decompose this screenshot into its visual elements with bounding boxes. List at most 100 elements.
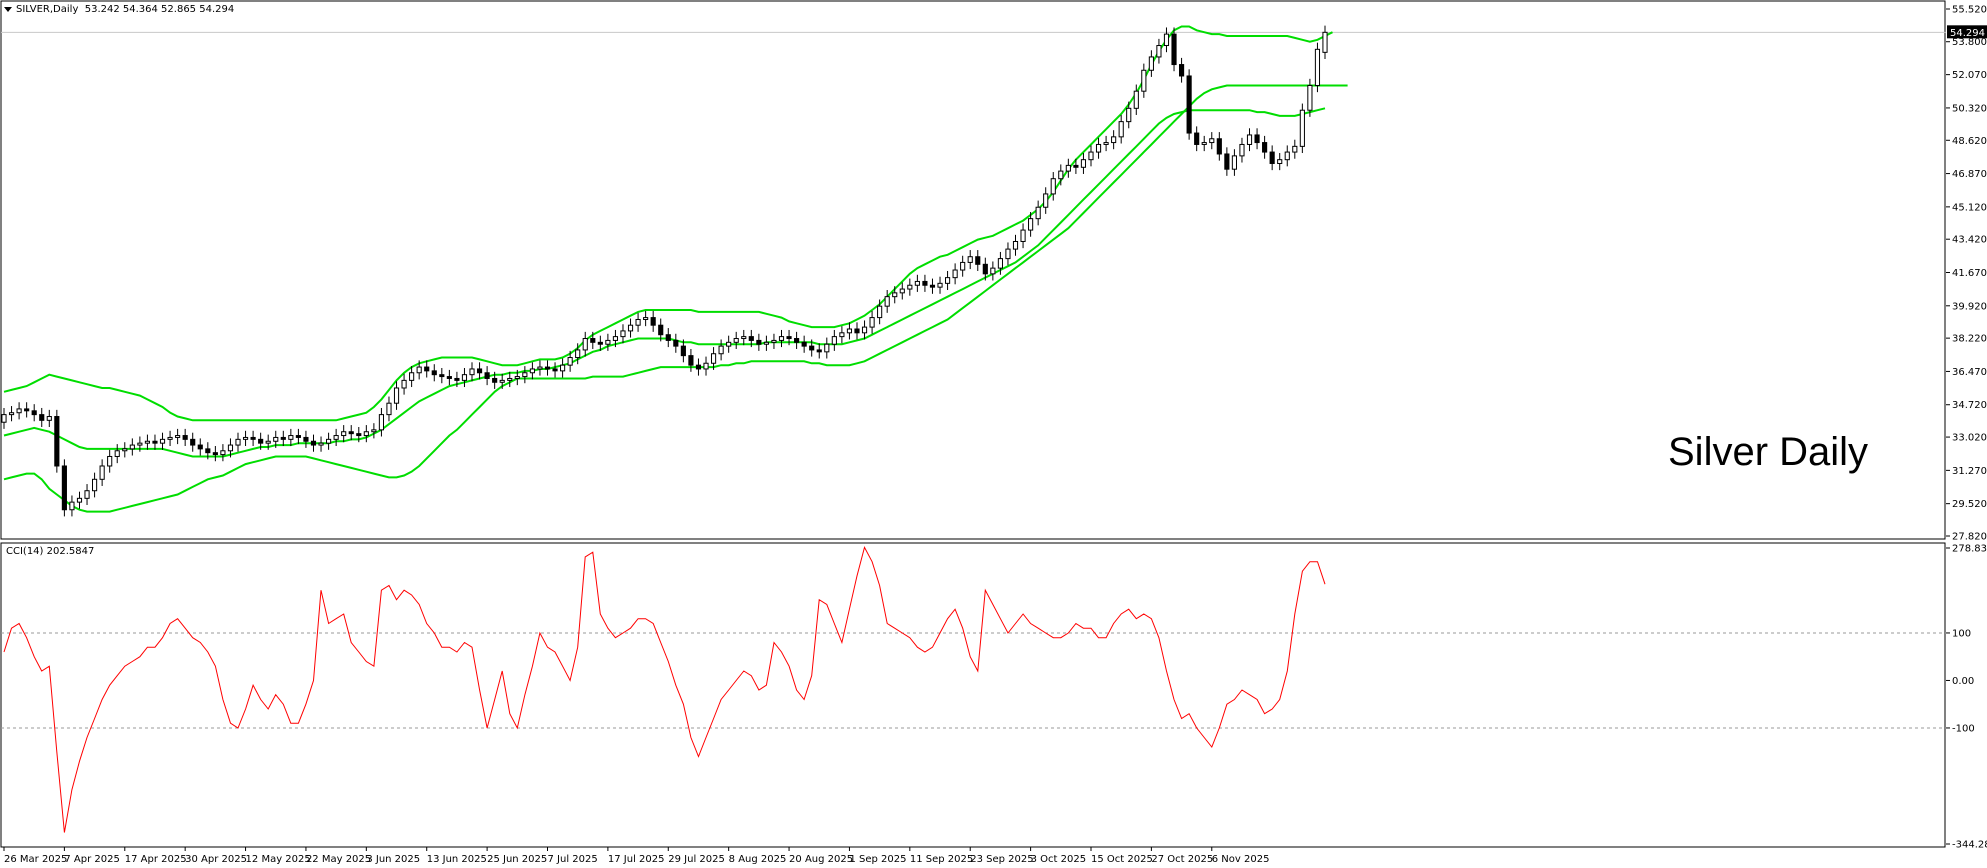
candle-body (182, 435, 188, 440)
candle-body (1224, 153, 1230, 170)
cci-tick-label: -344.283 (1952, 840, 1987, 851)
time-tick-label: 3 Jun 2025 (366, 854, 420, 865)
candle-body (1171, 33, 1177, 66)
candle-body (794, 338, 800, 343)
candle-body (1043, 193, 1049, 208)
grid-layer (1, 31, 1946, 729)
time-tick-label: 12 May 2025 (246, 854, 311, 865)
candle-body (378, 414, 385, 431)
candle-body (439, 374, 445, 378)
candle-body (763, 341, 769, 345)
candle-body (333, 435, 339, 440)
candle-body (1005, 248, 1011, 260)
price-tick-label: 53.800 (1952, 37, 1987, 48)
price-tick-label: 55.520 (1952, 5, 1987, 16)
candle-body (1111, 136, 1117, 144)
price-tick-label: 45.120 (1952, 202, 1987, 213)
cci-axis[interactable]: 278.8385 100 0.00 -100 -344.283 (1946, 544, 1987, 851)
time-tick-label: 13 Jun 2025 (427, 854, 487, 865)
time-tick-label: 25 Jun 2025 (487, 854, 547, 865)
candle-body (786, 336, 792, 340)
candle-body (1020, 229, 1026, 242)
candle-body (371, 429, 377, 433)
candle-body (1163, 33, 1170, 47)
candle-body (884, 296, 890, 307)
candle-body (658, 324, 664, 336)
candle-body (688, 355, 694, 366)
candle-body (92, 478, 98, 492)
candle-body (1126, 107, 1132, 123)
price-tick-label: 41.670 (1952, 268, 1987, 279)
candle-body (1179, 64, 1185, 77)
price-tick-label: 29.520 (1952, 499, 1987, 510)
candle-body (529, 368, 535, 374)
candle-body (326, 438, 332, 444)
candle-body (258, 438, 264, 444)
candle-body (46, 416, 52, 421)
candle-body (1, 414, 7, 423)
candle-body (1133, 90, 1139, 109)
candle-body (69, 501, 75, 511)
candle-body (726, 341, 732, 347)
candle-body (537, 366, 543, 370)
candle-body (107, 455, 113, 467)
candle-body (869, 317, 875, 328)
time-tick-label: 7 Jul 2025 (547, 854, 597, 865)
candle-body (492, 377, 498, 383)
candle-body (303, 436, 309, 442)
cci-tick-label: -100 (1952, 723, 1975, 734)
candle-body (122, 448, 128, 452)
candle-body (1201, 142, 1207, 145)
candle-body (922, 280, 928, 286)
chart-header: SILVER,Daily 53.242 54.364 52.865 54.294 (4, 4, 234, 15)
time-tick-label: 20 Aug 2025 (789, 854, 853, 865)
candle-body (710, 353, 717, 364)
candle-body (167, 436, 173, 440)
chart-menu-triangle-icon[interactable] (4, 6, 12, 12)
candle-body (242, 436, 249, 440)
candle-body (386, 402, 392, 416)
candle-body (831, 336, 837, 345)
candle-body (16, 408, 22, 414)
candle-body (431, 370, 437, 376)
candle-body (280, 436, 286, 440)
candle-body (627, 324, 634, 332)
candle-body (416, 366, 422, 374)
candle-body (1118, 121, 1124, 138)
candle-body (1246, 134, 1253, 145)
candle-body (1141, 69, 1147, 92)
candle-body (197, 444, 203, 450)
candle-body (597, 341, 603, 345)
candle-body (620, 330, 626, 338)
price-axis[interactable]: 55.520 53.800 52.070 50.320 48.620 46.870 45.1… (1946, 5, 1987, 543)
candle-body (960, 261, 966, 271)
candle-body (1012, 240, 1019, 250)
candle-body (612, 336, 619, 341)
candle-body (1254, 134, 1260, 144)
candle-body (1307, 84, 1313, 111)
cci-indicator (3, 546, 1326, 833)
indicator-panel-frame (0, 542, 1946, 848)
band-upper-line (3, 25, 1333, 422)
candle-body (507, 377, 513, 381)
candle-body (273, 436, 279, 442)
price-tick-label: 34.720 (1952, 400, 1987, 411)
candle-body (703, 362, 709, 370)
candle-body (8, 412, 15, 416)
candle-body (1080, 159, 1087, 168)
candle-body (778, 336, 785, 341)
candle-body (1277, 159, 1283, 164)
candle-body (1058, 170, 1064, 180)
candle-body (590, 338, 596, 343)
candle-body (137, 442, 143, 446)
candle-body (318, 442, 324, 446)
candle-body (1262, 142, 1268, 153)
candle-body (748, 336, 754, 341)
candle-body (454, 377, 460, 381)
candle-body (937, 282, 943, 288)
candle-body (1050, 178, 1056, 195)
time-tick-label: 11 Sep 2025 (910, 854, 973, 865)
candle-body (1231, 155, 1237, 170)
